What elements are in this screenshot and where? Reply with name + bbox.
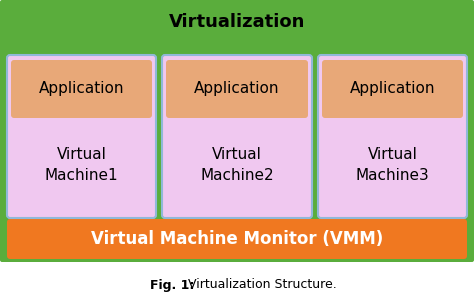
Text: Virtual Machine Monitor (VMM): Virtual Machine Monitor (VMM) [91,230,383,248]
FancyBboxPatch shape [162,55,312,218]
Text: Fig. 1:: Fig. 1: [150,278,194,292]
FancyBboxPatch shape [7,55,156,218]
FancyBboxPatch shape [322,60,463,118]
FancyBboxPatch shape [318,55,467,218]
FancyBboxPatch shape [0,0,474,262]
FancyBboxPatch shape [166,60,308,118]
Text: Application: Application [194,81,280,96]
Text: Virtual
Machine2: Virtual Machine2 [200,147,274,183]
Text: Virtual
Machine3: Virtual Machine3 [356,147,429,183]
FancyBboxPatch shape [7,219,467,259]
FancyBboxPatch shape [11,60,152,118]
Text: Application: Application [39,81,124,96]
Text: Virtualization: Virtualization [169,13,305,31]
Text: Virtualization Structure.: Virtualization Structure. [184,278,337,292]
Text: Virtual
Machine1: Virtual Machine1 [45,147,118,183]
Text: Application: Application [350,81,435,96]
